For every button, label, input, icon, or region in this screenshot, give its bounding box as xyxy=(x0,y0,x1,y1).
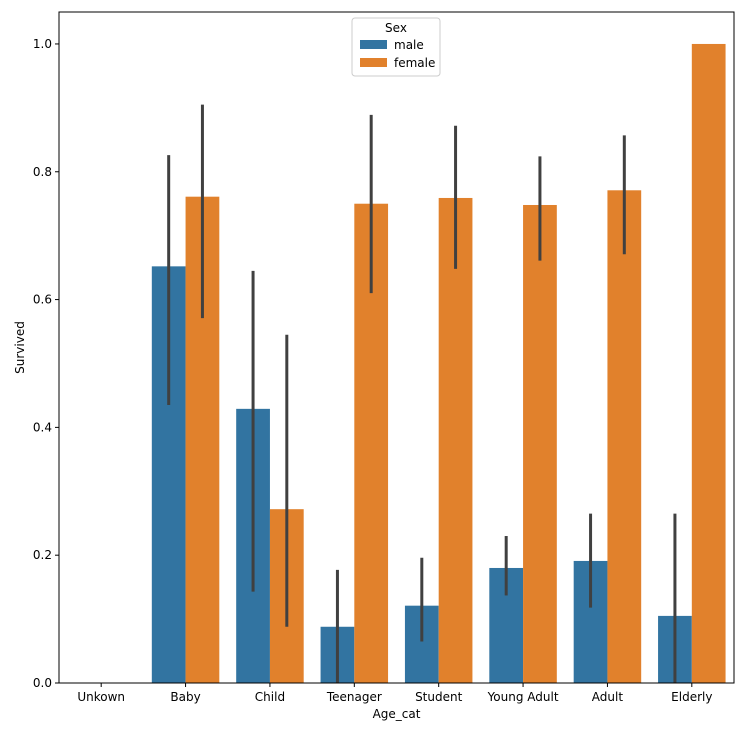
x-tick-label: Young Adult xyxy=(487,690,559,704)
x-tick-label: Student xyxy=(415,690,463,704)
legend-title: Sex xyxy=(385,21,407,35)
x-tick-label: Baby xyxy=(170,690,200,704)
legend: Sex male female xyxy=(351,17,441,77)
bar-female-elderly xyxy=(691,43,726,683)
y-tick-label: 0.6 xyxy=(33,293,52,307)
bar-female-student xyxy=(438,197,473,683)
legend-swatch-female xyxy=(360,58,387,67)
y-axis: 0.0 0.2 0.4 0.6 0.8 1.0 xyxy=(33,37,59,690)
plot-frame xyxy=(58,11,735,684)
x-axis-label: Age_cat xyxy=(373,707,421,721)
legend-label-female: female xyxy=(394,56,435,70)
x-tick-label: Unkown xyxy=(77,690,125,704)
y-tick-label: 0.2 xyxy=(33,548,52,562)
x-tick-label: Adult xyxy=(592,690,624,704)
legend-label-male: male xyxy=(394,38,424,52)
y-tick-label: 0.0 xyxy=(33,676,52,690)
bars-layer xyxy=(151,43,726,684)
x-tick-label: Elderly xyxy=(671,690,712,704)
y-tick-label: 0.8 xyxy=(33,165,52,179)
x-tick-label: Teenager xyxy=(326,690,382,704)
y-tick-label: 1.0 xyxy=(33,37,52,51)
y-axis-label: Survived xyxy=(13,321,27,374)
x-axis: Unkown Baby Child Teenager Student Young Adul… xyxy=(77,683,712,704)
x-tick-label: Child xyxy=(255,690,285,704)
legend-swatch-male xyxy=(360,40,387,49)
bar-female-adult xyxy=(607,190,642,683)
y-tick-label: 0.4 xyxy=(33,420,52,434)
errorbars-layer xyxy=(167,104,677,683)
bar-female-young-adult xyxy=(523,204,557,684)
